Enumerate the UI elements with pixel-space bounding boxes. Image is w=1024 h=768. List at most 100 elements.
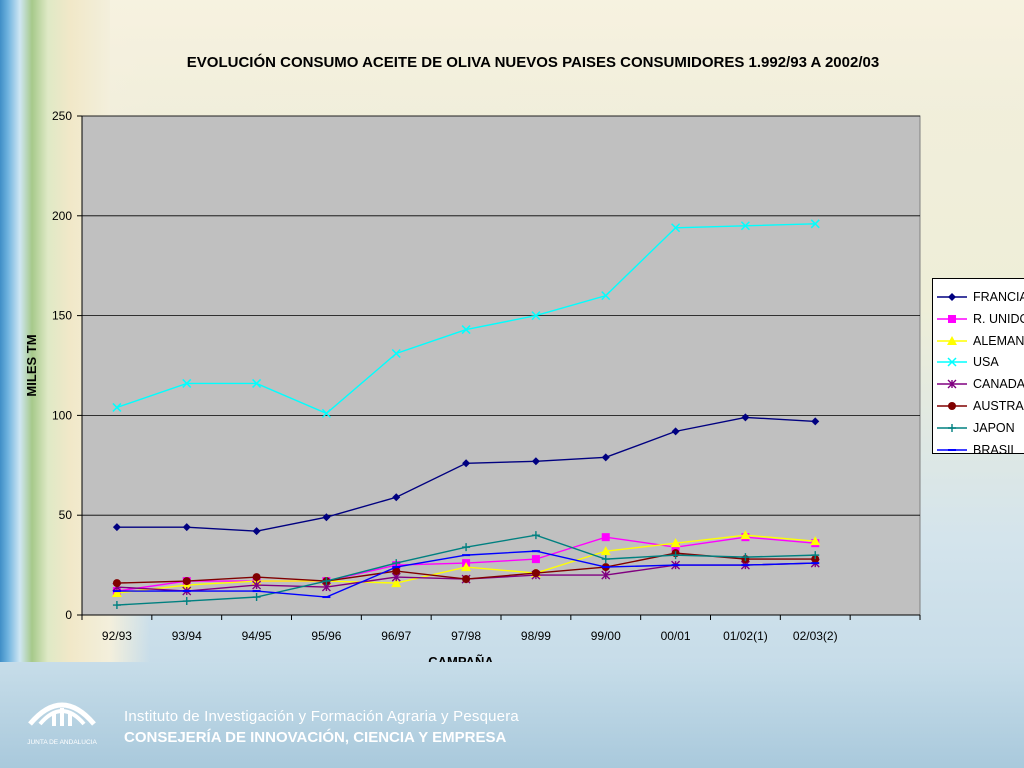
- legend-label: FRANCIA: [973, 290, 1024, 304]
- legend-label: ALEMANIA: [973, 333, 1024, 348]
- data-point: [811, 551, 820, 560]
- x-tick-label: 95/96: [311, 629, 341, 643]
- data-point: [740, 221, 750, 231]
- data-point: [252, 590, 261, 593]
- data-point: [252, 527, 261, 536]
- junta-andalucia-logo-icon: JUNTA DE ANDALUCIA: [27, 702, 97, 746]
- legend-swatch: [937, 335, 967, 345]
- legend-label: USA: [973, 355, 999, 370]
- legend-label: BRASIL: [973, 442, 1018, 454]
- footer: [0, 662, 1024, 768]
- y-tick-label: 200: [52, 209, 72, 223]
- data-point: [252, 378, 262, 388]
- data-point: [671, 223, 681, 233]
- data-point: [111, 588, 122, 598]
- data-point: [671, 427, 680, 436]
- legend-swatch: [937, 448, 967, 451]
- data-point: [531, 555, 540, 564]
- data-point: [531, 550, 540, 553]
- data-point: [112, 579, 121, 588]
- legend-item: AUSTRALIA: [937, 396, 1024, 416]
- data-point: [531, 569, 540, 578]
- legend-marker: [948, 293, 956, 301]
- data-point: [531, 531, 540, 540]
- legend-item: BRASIL: [937, 440, 1018, 454]
- x-tick-label: 01/02(1): [723, 629, 768, 643]
- data-point: [601, 533, 610, 542]
- logo-text: JUNTA DE ANDALUCIA: [27, 739, 97, 746]
- data-point: [252, 580, 262, 590]
- x-tick-label: 00/01: [661, 629, 691, 643]
- data-point: [112, 402, 122, 412]
- data-point: [810, 536, 821, 546]
- y-axis-label: MILES TM: [24, 334, 39, 396]
- data-point: [461, 562, 472, 572]
- background-top-decoration: [110, 0, 1024, 110]
- data-point: [322, 596, 331, 599]
- chart-title: EVOLUCIÓN CONSUMO ACEITE DE OLIVA NUEVOS…: [186, 54, 880, 71]
- legend-marker: [947, 335, 957, 345]
- data-point: [531, 311, 541, 321]
- data-point: [462, 543, 471, 552]
- data-point: [322, 577, 331, 586]
- legend-item: CANADA: [937, 374, 1024, 394]
- data-point: [112, 601, 121, 610]
- x-tick-label: 92/93: [102, 629, 132, 643]
- y-tick-label: 100: [52, 408, 72, 422]
- x-tick-label: 98/99: [521, 629, 551, 643]
- legend-item: USA: [937, 352, 999, 372]
- data-point: [252, 573, 261, 582]
- legend-item: ALEMANIA: [937, 331, 1024, 351]
- legend-swatch: [937, 402, 967, 410]
- data-point: [671, 564, 680, 567]
- data-point: [112, 590, 121, 593]
- data-point: [601, 566, 610, 569]
- x-tick-label: 02/03(2): [793, 629, 838, 643]
- data-point: [462, 554, 471, 557]
- data-point: [182, 523, 191, 532]
- y-tick-label: 50: [59, 508, 73, 522]
- legend-marker: [947, 379, 957, 389]
- legend-swatch: [937, 379, 967, 389]
- x-tick-label: 93/94: [172, 629, 202, 643]
- data-point: [740, 530, 751, 540]
- x-tick-label: 94/95: [242, 629, 272, 643]
- legend-swatch: [937, 357, 967, 367]
- data-point: [741, 564, 750, 567]
- chart-legend: FRANCIA R. UNIDO ALEMANIA USA CANADA AUSTRALI…: [932, 278, 1024, 454]
- data-point: [601, 453, 610, 462]
- data-point: [252, 593, 261, 602]
- legend-swatch: [937, 293, 967, 301]
- legend-label: R. UNIDO: [973, 311, 1024, 326]
- data-point: [182, 590, 191, 593]
- data-point: [391, 578, 402, 588]
- y-tick-label: 150: [52, 309, 72, 323]
- data-point: [112, 523, 121, 532]
- data-point: [671, 551, 680, 560]
- legend-swatch: [937, 423, 967, 432]
- legend-marker: [948, 423, 956, 432]
- data-point: [811, 562, 820, 565]
- legend-item: JAPON: [937, 418, 1015, 438]
- ministry-name: CONSEJERÍA DE INNOVACIÓN, CIENCIA Y EMPR…: [124, 729, 507, 746]
- data-point: [391, 348, 401, 359]
- data-point: [600, 546, 611, 556]
- data-point: [601, 555, 610, 564]
- data-point: [392, 567, 401, 576]
- x-tick-label: 99/00: [591, 629, 621, 643]
- y-tick-label: 0: [65, 608, 72, 622]
- data-point: [321, 408, 331, 418]
- data-point: [182, 378, 192, 388]
- institute-name: Instituto de Investigación y Formación A…: [124, 708, 519, 725]
- x-tick-label: 97/98: [451, 629, 481, 643]
- data-point: [462, 575, 471, 584]
- data-point: [810, 219, 820, 229]
- legend-marker: [948, 402, 956, 410]
- data-point: [322, 513, 331, 522]
- legend-label: AUSTRALIA: [973, 399, 1024, 413]
- data-point: [601, 291, 611, 301]
- data-point: [392, 559, 401, 568]
- legend-swatch: [937, 314, 967, 323]
- plot-area: [81, 115, 921, 616]
